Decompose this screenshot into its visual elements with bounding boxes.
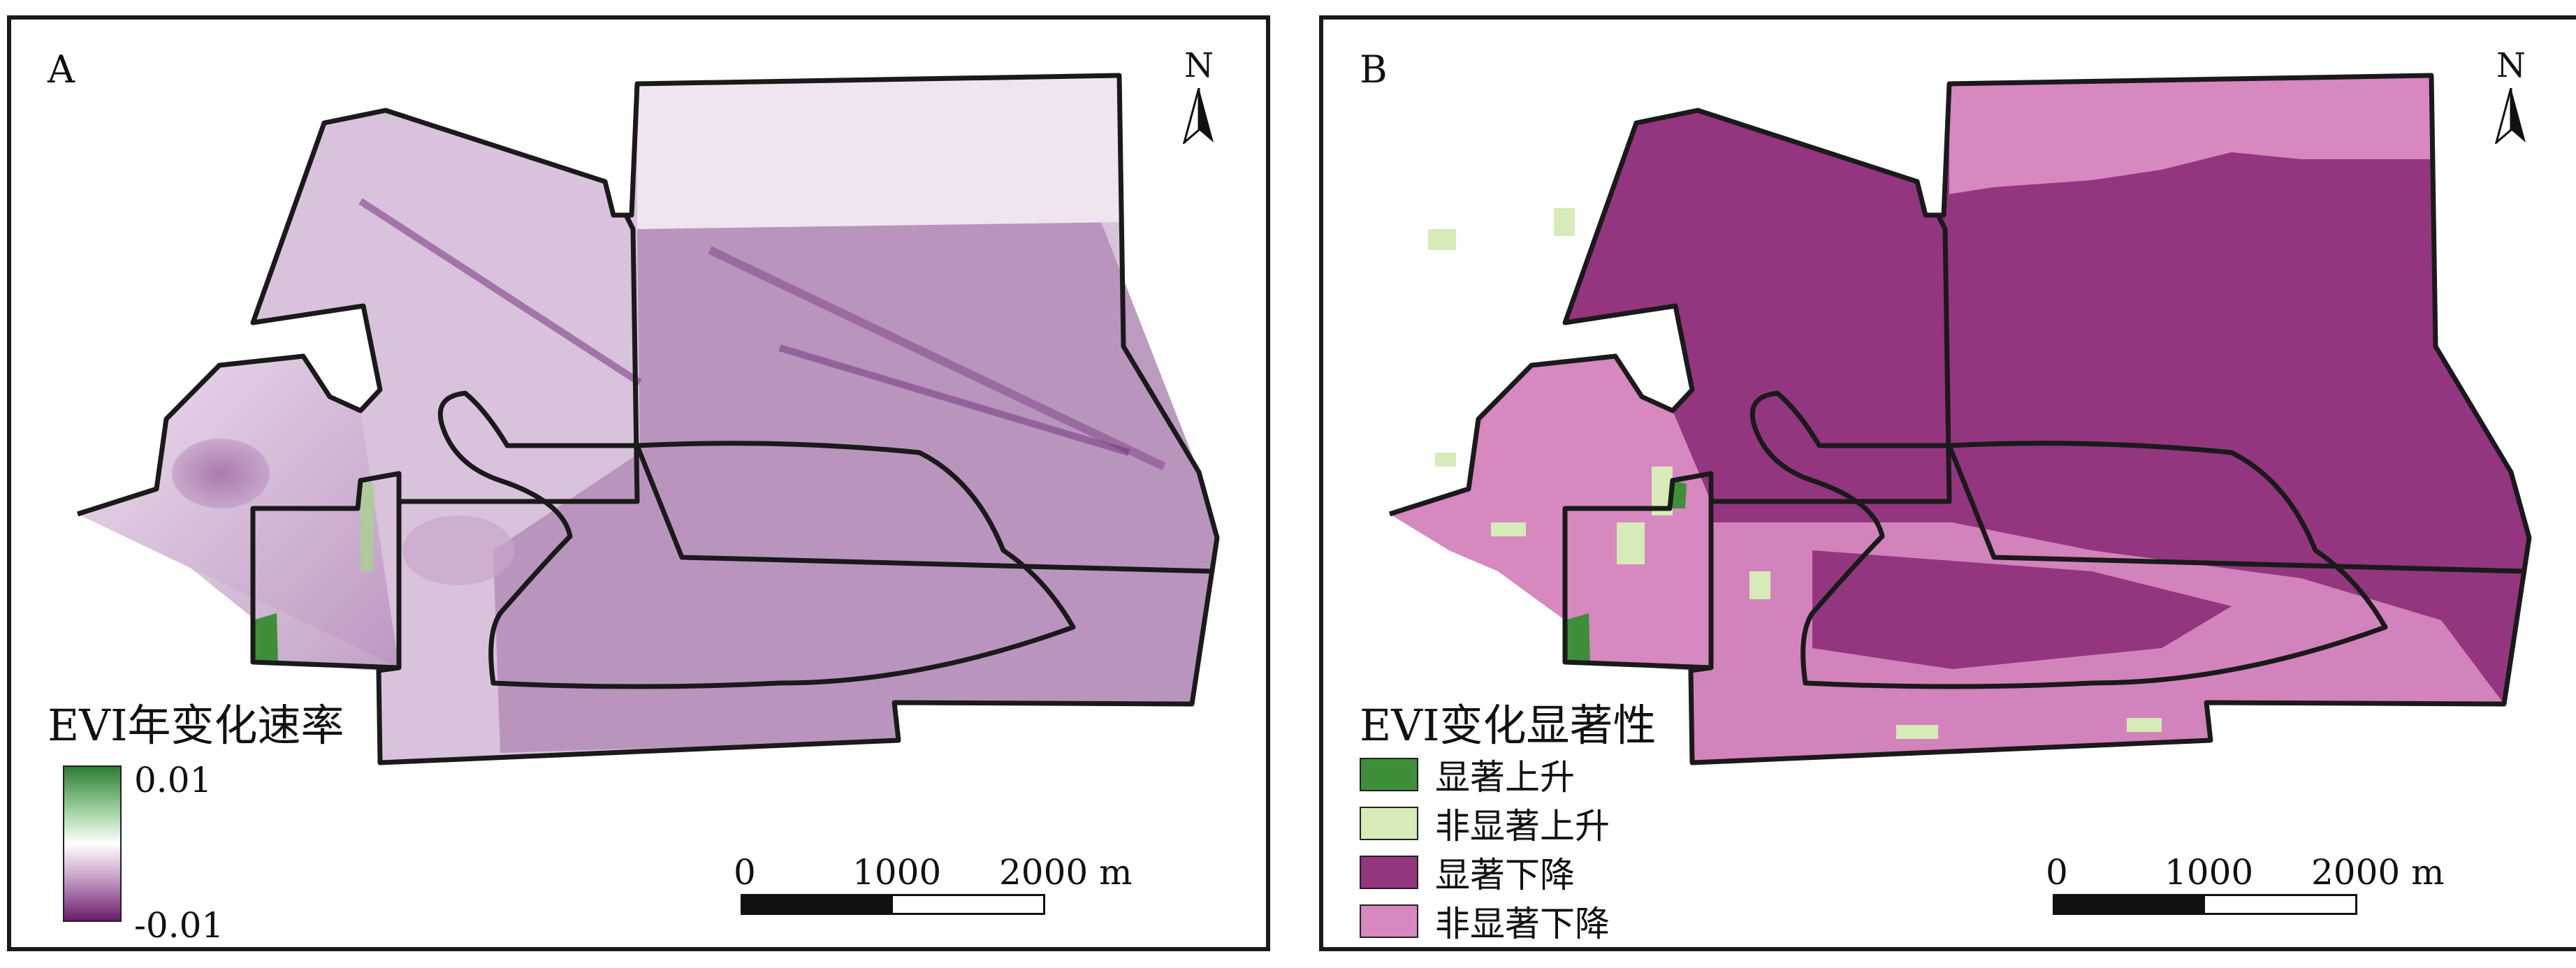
legend-item: 显著下降 [1360, 848, 1610, 897]
north-label: N [2496, 46, 2526, 85]
dark-patch [402, 515, 514, 585]
legend-swatch [1360, 856, 1418, 889]
mid-sig-decrease [1812, 550, 2232, 669]
west-nonsig-decrease [1390, 356, 1711, 670]
legend-label: 非显著上升 [1435, 806, 1610, 846]
legend-label: 非显著下降 [1435, 904, 1610, 944]
boundaries [76, 73, 1220, 765]
legend-label: 显著下降 [1435, 855, 1575, 895]
north-arrow-icon [1182, 88, 1214, 144]
legend-min-value: -0.01 [134, 905, 224, 946]
legend-title: EVI年变化速率 [48, 700, 344, 751]
map-panel-b: B N EVI变化显著性 显著上升 非显著上升 显著下降 非显著下降 0 100… [1319, 15, 2576, 951]
green-patch [253, 613, 278, 663]
streak [358, 198, 642, 386]
legend-label: 显著上升 [1435, 757, 1575, 798]
north-label: N [1184, 46, 1214, 85]
evi-rate-map [76, 73, 1220, 765]
north-pale-strip [637, 75, 1123, 229]
scale-label-zero: 0 [734, 852, 756, 893]
legend-item: 显著上升 [1360, 750, 1610, 799]
legend-item: 非显著上升 [1360, 799, 1610, 848]
green-patch [361, 481, 374, 571]
legend-title: EVI变化显著性 [1360, 700, 1657, 751]
class-legend: 显著上升 非显著上升 显著下降 非显著下降 [1360, 750, 1610, 946]
north-arrow: N [2490, 47, 2532, 144]
scale-bar: 0 1000 2000 m [734, 852, 1133, 915]
scale-bar: 0 1000 2000 m [2046, 852, 2445, 915]
scale-track [2053, 894, 2357, 915]
legend-max-value: 0.01 [134, 760, 212, 800]
sig-increase-patch [1565, 613, 1590, 663]
scale-label-mid: 1000 [852, 852, 942, 893]
scale-track [741, 894, 1045, 915]
legend-swatch [1360, 904, 1418, 938]
streak [778, 344, 1130, 456]
panel-letter: B [1360, 47, 1388, 91]
west-lobe [78, 356, 399, 670]
sig-increase-patch [1673, 481, 1687, 508]
north-arrow: N [1178, 47, 1220, 144]
evi-significance-map [1388, 73, 2532, 765]
scale-label-end: 2000 m [999, 852, 1133, 893]
streak [708, 246, 1166, 471]
north-arrow-icon [2494, 88, 2526, 144]
legend-swatch [1360, 807, 1418, 840]
east-block [493, 222, 1217, 753]
dark-patch [172, 439, 270, 508]
scale-label-end: 2000 m [2311, 852, 2445, 893]
panel-letter: A [48, 47, 75, 91]
color-ramp [63, 765, 122, 922]
map-panel-a: A N EVI年变化速率 0.01 -0.01 0 1000 2000 m [7, 15, 1270, 951]
north-nonsig-decrease [1949, 75, 2434, 194]
boundaries [1388, 73, 2532, 765]
scale-label-mid: 1000 [2164, 852, 2254, 893]
legend-item: 非显著下降 [1360, 897, 1610, 946]
legend-swatch [1360, 758, 1418, 791]
scale-label-zero: 0 [2046, 852, 2068, 893]
